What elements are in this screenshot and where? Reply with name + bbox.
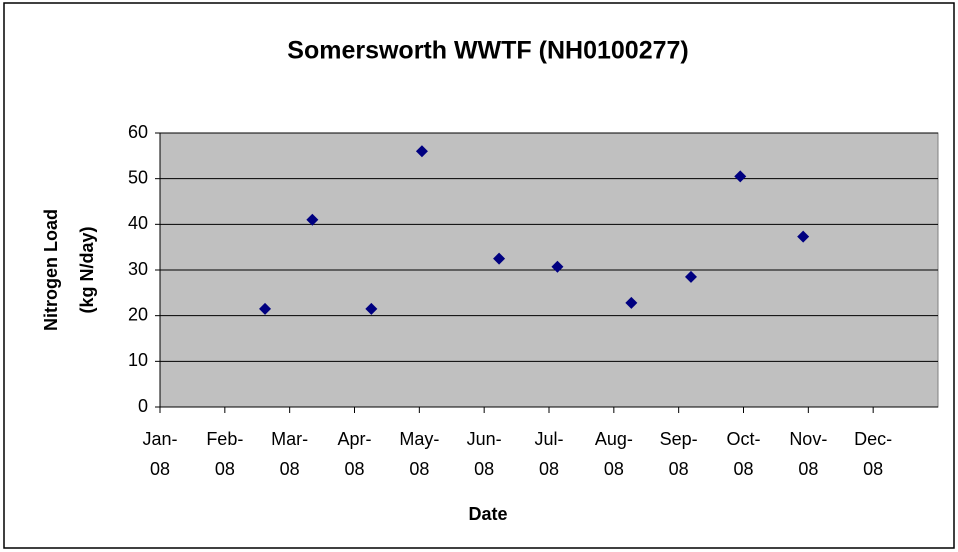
x-tick-label: Mar-08 [271,429,308,479]
marker [365,302,378,315]
marker [551,260,564,273]
marker [734,170,747,183]
marker [493,252,506,265]
x-tick-label: Dec-08 [854,429,892,479]
y-tick-label: 60 [128,122,148,142]
x-tick-label: Aug-08 [595,429,633,479]
y-axis-label: Nitrogen Load [41,209,61,331]
x-tick-label: Feb-08 [206,429,243,479]
y-axis-label: (kg N/day) [77,226,97,313]
x-tick-label: Jul-08 [534,429,563,479]
x-tick-label: Nov-08 [789,429,827,479]
x-tick-label: Apr-08 [337,429,371,479]
y-tick-label: 30 [128,259,148,279]
x-tick-label: Oct-08 [727,429,761,479]
x-axis-label: Date [468,504,507,524]
chart-title: Somersworth WWTF (NH0100277) [287,37,688,65]
marker [259,302,272,315]
y-tick-label: 0 [138,396,148,416]
marker [797,230,810,243]
marker [684,270,697,283]
x-tick-label: Jan-08 [142,429,177,479]
y-tick-label: 10 [128,350,148,370]
y-tick-label: 50 [128,167,148,187]
y-tick-label: 40 [128,213,148,233]
x-tick-label: May-08 [399,429,439,479]
x-tick-label: Sep-08 [660,429,698,479]
marker [306,213,319,226]
y-tick-label: 20 [128,304,148,324]
marker [625,296,638,309]
marker [415,145,428,158]
x-tick-label: Jun-08 [467,429,502,479]
